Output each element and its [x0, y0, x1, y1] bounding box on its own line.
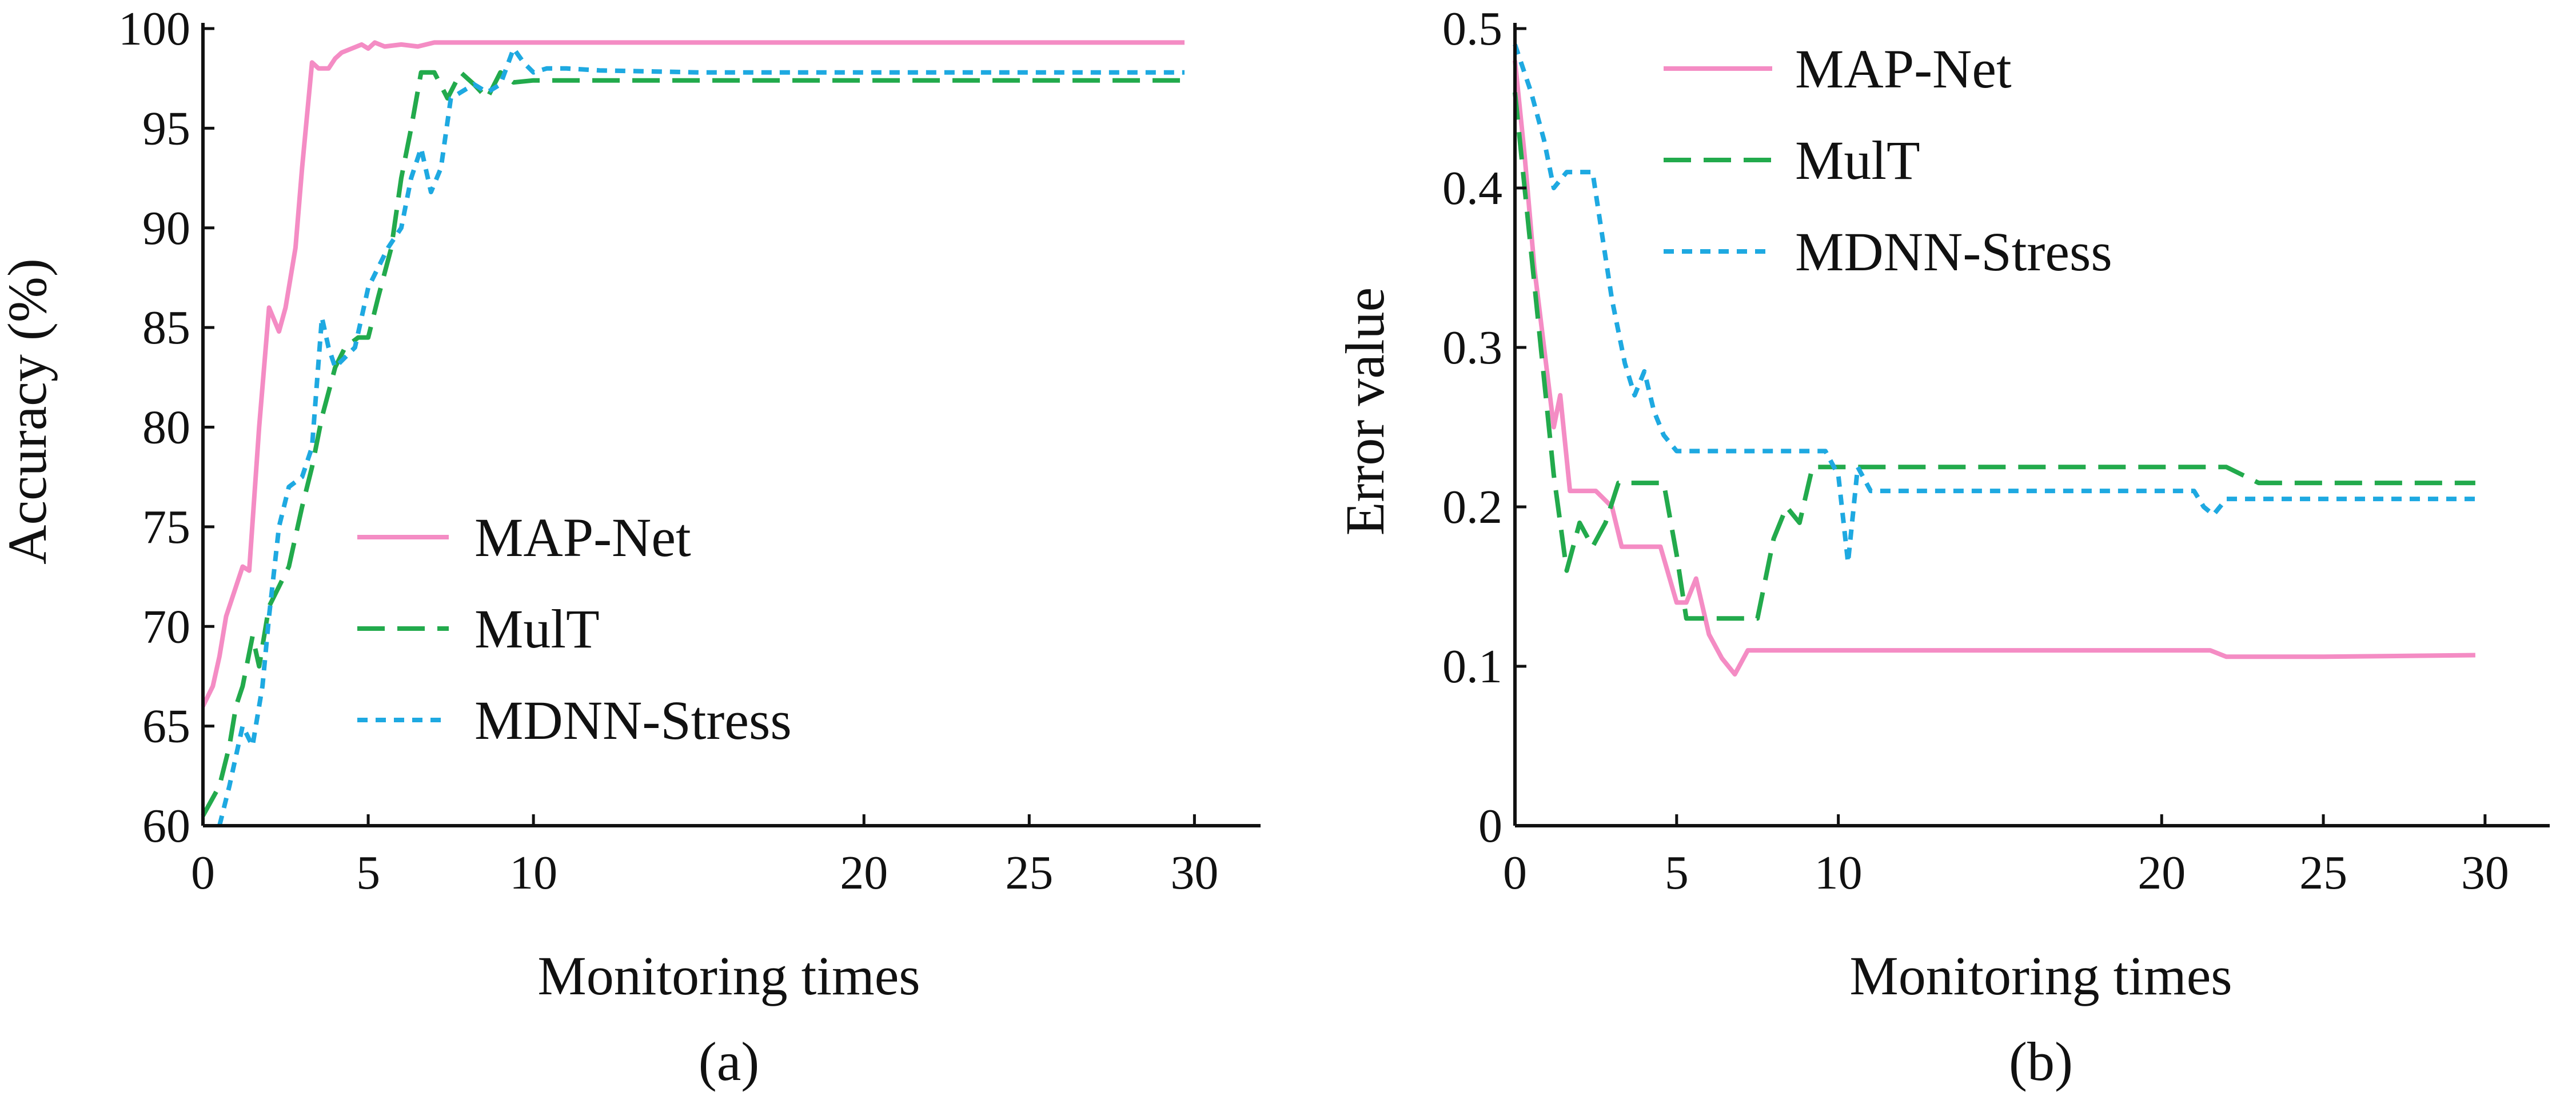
panel-a-y-tick-label: 60 — [142, 799, 190, 853]
panel-a-y-tick-label: 95 — [142, 102, 190, 155]
panel-a-x-tick-label: 30 — [1170, 846, 1218, 899]
panel-b-x-tick-label: 20 — [2138, 846, 2186, 899]
panel-a-x-tick-label: 25 — [1005, 846, 1053, 899]
panel-a-plot: 0 5 10 20 25 30 60 65 70 75 80 85 90 95 100 MAP-Net MulT… — [118, 2, 1261, 899]
panel-a-y-tick-label: 85 — [142, 301, 190, 354]
panel-b-x-tick-label: 5 — [1665, 846, 1689, 899]
panel-b-x-axis-title: Monitoring times — [1849, 945, 2232, 1006]
panel-a-x-tick-label: 20 — [840, 846, 888, 899]
panel-a-x-tick-label: 0 — [191, 846, 215, 899]
panel-a-legend-label-1: MAP-Net — [474, 507, 691, 568]
panel-b-caption: (b) — [2009, 1031, 2073, 1092]
panel-a-legend-label-3: MDNN-Stress — [474, 690, 792, 751]
panel-b-y-tick-label: 0.4 — [1442, 162, 1502, 215]
panel-b-y-axis-title: Error value — [1334, 287, 1395, 535]
panel-b-series-line-1 — [1513, 60, 2475, 677]
panel-b-y-tick-label: 0 — [1478, 799, 1502, 853]
panel-b-legend-label-3: MDNN-Stress — [1795, 221, 2112, 282]
panel-a-y-tick-label: 100 — [118, 2, 190, 55]
panel-b: 0 5 10 20 25 30 0 0.1 0.2 0.3 0.4 0.5 MAP-Net MulT MDN… — [1334, 2, 2550, 1092]
panel-b-legend-label-1: MAP-Net — [1795, 38, 2012, 99]
panel-a-y-tick-label: 70 — [142, 600, 190, 653]
panel-a-x-tick-label: 10 — [509, 846, 557, 899]
panel-b-y-tick-label: 0.1 — [1442, 640, 1502, 693]
panel-b-x-tick-label: 30 — [2461, 846, 2509, 899]
panel-b-x-tick-label: 10 — [1815, 846, 1863, 899]
panel-a-series-line-3 — [217, 46, 1185, 826]
panel-a-y-tick-label: 65 — [142, 700, 190, 753]
panel-a-x-tick-label: 5 — [356, 846, 380, 899]
panel-b-y-tick-label: 0.5 — [1442, 2, 1502, 55]
panel-a: 0 5 10 20 25 30 60 65 70 75 80 85 90 95 100 MAP-Net MulT… — [0, 2, 1261, 1092]
panel-b-series-line-3 — [1513, 43, 2475, 565]
panel-a-series-line-1 — [201, 40, 1185, 707]
panel-a-y-tick-label: 80 — [142, 401, 190, 454]
panel-b-y-tick-label: 0.3 — [1442, 321, 1502, 374]
panel-b-series-line-2 — [1513, 92, 2475, 621]
panel-b-plot: 0 5 10 20 25 30 0 0.1 0.2 0.3 0.4 0.5 MAP-Net MulT MDN… — [1442, 2, 2550, 899]
panel-b-y-tick-label: 0.2 — [1442, 481, 1502, 534]
panel-a-legend-label-2: MulT — [474, 598, 600, 659]
panel-a-x-axis-title: Monitoring times — [537, 945, 920, 1006]
panel-a-caption: (a) — [699, 1031, 760, 1092]
panel-a-y-axis-title: Accuracy (%) — [0, 258, 58, 565]
panel-b-legend-label-2: MulT — [1795, 130, 1920, 191]
panel-a-y-tick-label: 75 — [142, 501, 190, 554]
panel-a-y-tick-label: 90 — [142, 202, 190, 255]
panel-b-x-tick-label: 25 — [2299, 846, 2347, 899]
panel-b-x-tick-label: 0 — [1503, 846, 1527, 899]
panel-a-series-line-2 — [201, 70, 1185, 817]
